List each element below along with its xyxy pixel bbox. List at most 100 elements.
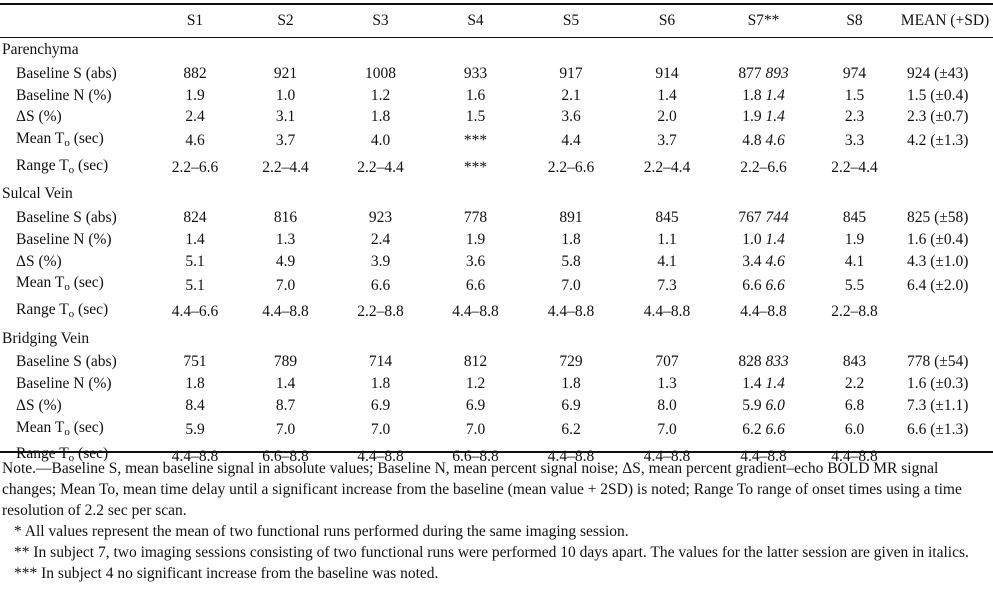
cell-value: 2.2–4.4 [831, 159, 878, 177]
cell-value: 1.8 [561, 230, 581, 248]
cell-value: 1.8 [370, 108, 391, 126]
cell-value: 6.6 [370, 276, 391, 294]
table-row: Baseline S (abs) 824 816 923 778 891 845 767 74… [0, 207, 993, 229]
table-header-rule [0, 37, 993, 38]
row-label: Mean To (sec) [0, 417, 152, 444]
cell-s7: 2.2–6.6 [715, 155, 812, 182]
cell-value: 2.1 [561, 86, 581, 104]
cell-s3: 1008 [333, 63, 428, 85]
row-label: Baseline N (%) [0, 229, 152, 251]
cell-value: 4.6 [185, 132, 205, 150]
cell-value: 1.1 [657, 230, 677, 248]
cell-s3: 4.0 [333, 128, 428, 155]
cell-value: 924 (±43) [907, 64, 969, 82]
cell-value: 7.3 [657, 276, 677, 294]
cell-value: 6.0 [844, 421, 865, 439]
cell-s8: 3.3 [812, 128, 897, 155]
cell-value: 4.1 [657, 252, 677, 270]
cell-s6: 8.0 [619, 395, 715, 417]
cell-value: 4.9 [275, 252, 296, 270]
cell-s2: 816 [238, 207, 333, 229]
cell-s3: 2.2–8.8 [333, 299, 428, 326]
cell-s5: 1.8 [523, 373, 619, 395]
row-label-text: Baseline S (abs) [16, 64, 117, 82]
row-label: ΔS (%) [0, 106, 152, 128]
cell-value: 1008 [365, 64, 396, 82]
cell-s2: 8.7 [238, 395, 333, 417]
row-label-text: Baseline N (%) [16, 86, 112, 104]
cell-value: 5.5 [844, 276, 865, 294]
cell-s3: 7.0 [333, 417, 428, 444]
cell-s7: 4.4–8.8 [715, 443, 812, 470]
row-label-subscript: o [64, 425, 70, 438]
cell-value: 3.4 [742, 252, 762, 270]
cell-value: 3.7 [275, 132, 296, 150]
row-label-text: Range T [16, 300, 69, 318]
cell-value: 7.0 [561, 276, 581, 294]
cell-s8: 6.8 [812, 395, 897, 417]
cell-value: 891 [559, 209, 583, 227]
cell-value: 825 (±58) [907, 209, 969, 227]
cell-value: 7.0 [657, 421, 677, 439]
row-label-suffix: (sec) [74, 156, 109, 174]
table-row: ΔS (%) 2.4 3.1 1.8 1.5 3.6 2.0 1.9 1.4 2.3 2.3 (±… [0, 106, 993, 128]
footnote-3: *** In subject 4 no significant increase… [14, 565, 439, 582]
cell-s7: 1.0 1.4 [715, 229, 812, 251]
header-s4: S4 [467, 12, 484, 29]
cell-s7-session2-value: 1.4 [765, 230, 785, 248]
cell-s5: 6.2 [523, 417, 619, 444]
table-row: Range To (sec) 4.4–8.8 6.6–8.8 4.4–8.8 6.6–8… [0, 443, 993, 470]
cell-value: 778 [463, 209, 488, 227]
table-row: Baseline N (%) 1.9 1.0 1.2 1.6 2.1 1.4 1.8 1.4 1… [0, 85, 993, 107]
cell-value: 6.2 [742, 421, 762, 439]
cell-s6: 845 [619, 207, 715, 229]
cell-value: 914 [655, 64, 679, 82]
cell-value: 923 [368, 209, 393, 227]
row-label-text: Mean T [16, 129, 65, 147]
cell-value: 6.4 (±2.0) [907, 276, 969, 294]
cell-s8: 845 [812, 207, 897, 229]
row-label: Mean To (sec) [0, 272, 152, 299]
cell-s4: 1.9 [428, 229, 523, 251]
cell-value: 1.6 (±0.4) [907, 230, 969, 248]
section-row: Bridging Vein [0, 326, 993, 352]
table-row: Baseline N (%) 1.4 1.3 2.4 1.9 1.8 1.1 1.0 1.4 1… [0, 229, 993, 251]
row-label-text: Mean T [16, 418, 65, 436]
row-label-text: Mean T [16, 274, 65, 292]
row-label-subscript: o [64, 281, 70, 294]
cell-s6: 1.1 [619, 229, 715, 251]
cell-mean: 2.3 (±0.7) [897, 106, 993, 128]
row-label-text: Baseline N (%) [16, 375, 112, 393]
cell-value: *** [463, 159, 488, 177]
header-s2: S2 [277, 12, 294, 29]
cell-value: 6.6 (±1.3) [907, 421, 969, 439]
cell-value: 7.0 [370, 421, 391, 439]
cell-value: 4.2 (±1.3) [907, 132, 969, 150]
section-row: Parenchyma [0, 37, 993, 63]
cell-value: 812 [463, 353, 488, 371]
cell-s4: *** [428, 155, 523, 182]
cell-s6: 4.1 [619, 251, 715, 273]
cell-s1: 2.2–6.6 [152, 155, 238, 182]
cell-value: 4.4–8.8 [262, 303, 309, 321]
cell-s7-session2-value: 4.6 [765, 132, 785, 150]
cell-s5: 2.1 [523, 85, 619, 107]
cell-s8: 843 [812, 351, 897, 373]
cell-s8: 1.9 [812, 229, 897, 251]
cell-s4: 933 [428, 63, 523, 85]
cell-s1: 2.4 [152, 106, 238, 128]
footnote-2: ** In subject 7, two imaging sessions co… [14, 544, 969, 561]
cell-value: 1.4 [275, 375, 296, 393]
row-label-suffix: (sec) [69, 418, 104, 436]
cell-s1: 5.1 [152, 251, 238, 273]
row-label: Range To (sec) [0, 155, 152, 182]
cell-s8: 2.2–8.8 [812, 299, 897, 326]
cell-value: 4.4–8.8 [831, 447, 878, 465]
cell-s4: 6.6–8.8 [428, 443, 523, 470]
cell-s4: 1.2 [428, 373, 523, 395]
cell-s1: 8.4 [152, 395, 238, 417]
cell-value: 2.3 (±0.7) [907, 108, 969, 126]
header-s3: S3 [372, 12, 389, 29]
cell-value: 3.7 [657, 132, 677, 150]
cell-s2: 3.7 [238, 128, 333, 155]
